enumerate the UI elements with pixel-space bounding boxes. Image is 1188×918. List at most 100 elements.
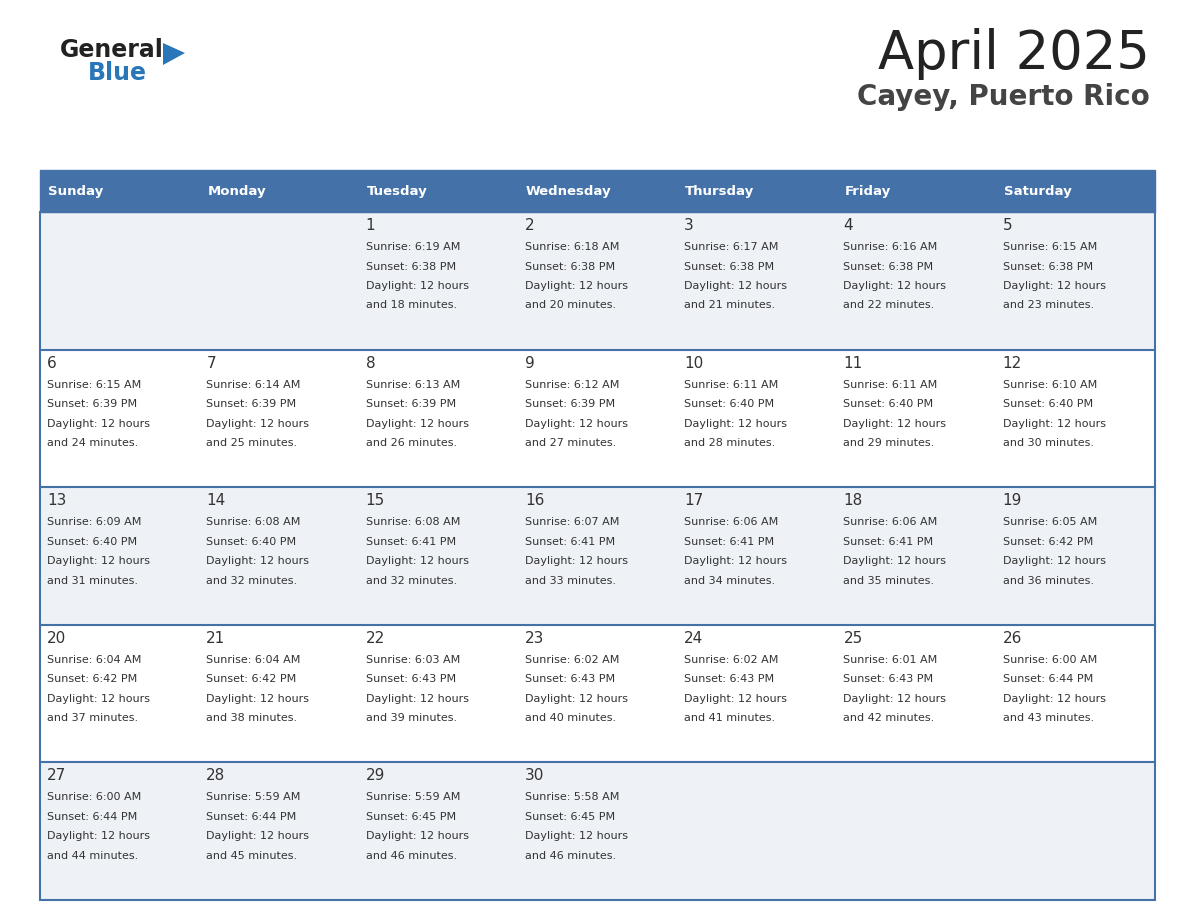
Text: 19: 19: [1003, 493, 1022, 509]
Text: Sunrise: 6:15 AM: Sunrise: 6:15 AM: [48, 380, 141, 389]
Text: 15: 15: [366, 493, 385, 509]
Text: Sunrise: 6:09 AM: Sunrise: 6:09 AM: [48, 517, 141, 527]
Bar: [677, 170, 836, 212]
Text: Sunrise: 5:59 AM: Sunrise: 5:59 AM: [207, 792, 301, 802]
Text: 29: 29: [366, 768, 385, 783]
Text: Daylight: 12 hours: Daylight: 12 hours: [1003, 419, 1106, 429]
Text: Daylight: 12 hours: Daylight: 12 hours: [525, 832, 627, 842]
Bar: [200, 763, 359, 900]
Bar: [996, 350, 1155, 487]
Text: Sunset: 6:38 PM: Sunset: 6:38 PM: [525, 262, 615, 272]
Bar: [200, 487, 359, 625]
Text: Sunset: 6:38 PM: Sunset: 6:38 PM: [366, 262, 456, 272]
Text: Daylight: 12 hours: Daylight: 12 hours: [207, 694, 309, 704]
Text: Sunset: 6:40 PM: Sunset: 6:40 PM: [684, 399, 775, 409]
Bar: [677, 487, 836, 625]
Text: 28: 28: [207, 768, 226, 783]
Text: 9: 9: [525, 355, 535, 371]
Text: 23: 23: [525, 631, 544, 645]
Bar: [996, 487, 1155, 625]
Text: 14: 14: [207, 493, 226, 509]
Text: Daylight: 12 hours: Daylight: 12 hours: [684, 281, 788, 291]
Bar: [518, 763, 677, 900]
Text: 11: 11: [843, 355, 862, 371]
Text: Sunset: 6:40 PM: Sunset: 6:40 PM: [48, 537, 137, 547]
Bar: [518, 212, 677, 350]
Text: 26: 26: [1003, 631, 1022, 645]
Bar: [200, 212, 359, 350]
Text: 8: 8: [366, 355, 375, 371]
Text: Sunset: 6:44 PM: Sunset: 6:44 PM: [207, 812, 297, 822]
Text: Sunset: 6:43 PM: Sunset: 6:43 PM: [366, 675, 456, 684]
Text: 27: 27: [48, 768, 67, 783]
Text: Sunrise: 6:10 AM: Sunrise: 6:10 AM: [1003, 380, 1097, 389]
Text: Sunrise: 5:58 AM: Sunrise: 5:58 AM: [525, 792, 619, 802]
Text: and 37 minutes.: and 37 minutes.: [48, 713, 138, 723]
Bar: [836, 212, 996, 350]
Text: and 28 minutes.: and 28 minutes.: [684, 438, 776, 448]
Text: Sunrise: 6:04 AM: Sunrise: 6:04 AM: [48, 655, 141, 665]
Text: Sunrise: 6:04 AM: Sunrise: 6:04 AM: [207, 655, 301, 665]
Text: 7: 7: [207, 355, 216, 371]
Text: and 44 minutes.: and 44 minutes.: [48, 851, 138, 861]
Text: Sunrise: 6:01 AM: Sunrise: 6:01 AM: [843, 655, 937, 665]
Text: Cayey, Puerto Rico: Cayey, Puerto Rico: [858, 83, 1150, 111]
Text: Sunrise: 5:59 AM: Sunrise: 5:59 AM: [366, 792, 460, 802]
Text: Sunday: Sunday: [48, 185, 103, 197]
Text: Daylight: 12 hours: Daylight: 12 hours: [207, 832, 309, 842]
Text: Sunrise: 6:16 AM: Sunrise: 6:16 AM: [843, 242, 937, 252]
Text: Thursday: Thursday: [685, 185, 754, 197]
Text: Sunset: 6:40 PM: Sunset: 6:40 PM: [1003, 399, 1093, 409]
Text: 2: 2: [525, 218, 535, 233]
Text: and 31 minutes.: and 31 minutes.: [48, 576, 138, 586]
Bar: [359, 350, 518, 487]
Text: Sunset: 6:39 PM: Sunset: 6:39 PM: [48, 399, 137, 409]
Text: Sunset: 6:42 PM: Sunset: 6:42 PM: [48, 675, 138, 684]
Text: Sunset: 6:41 PM: Sunset: 6:41 PM: [843, 537, 934, 547]
Text: Sunrise: 6:03 AM: Sunrise: 6:03 AM: [366, 655, 460, 665]
Bar: [677, 212, 836, 350]
Bar: [836, 350, 996, 487]
Text: Daylight: 12 hours: Daylight: 12 hours: [843, 556, 947, 566]
Text: Wednesday: Wednesday: [526, 185, 612, 197]
Text: Daylight: 12 hours: Daylight: 12 hours: [684, 556, 788, 566]
Text: and 32 minutes.: and 32 minutes.: [366, 576, 456, 586]
Text: and 27 minutes.: and 27 minutes.: [525, 438, 617, 448]
Text: Sunrise: 6:07 AM: Sunrise: 6:07 AM: [525, 517, 619, 527]
Text: Sunset: 6:43 PM: Sunset: 6:43 PM: [525, 675, 615, 684]
Text: Daylight: 12 hours: Daylight: 12 hours: [366, 281, 468, 291]
Text: Monday: Monday: [207, 185, 266, 197]
Bar: [40, 350, 200, 487]
Bar: [359, 212, 518, 350]
Text: Sunset: 6:42 PM: Sunset: 6:42 PM: [1003, 537, 1093, 547]
Text: Daylight: 12 hours: Daylight: 12 hours: [48, 832, 150, 842]
Bar: [677, 350, 836, 487]
Text: 25: 25: [843, 631, 862, 645]
Text: 4: 4: [843, 218, 853, 233]
Text: Daylight: 12 hours: Daylight: 12 hours: [843, 419, 947, 429]
Text: 21: 21: [207, 631, 226, 645]
Text: and 34 minutes.: and 34 minutes.: [684, 576, 776, 586]
Text: Sunrise: 6:11 AM: Sunrise: 6:11 AM: [684, 380, 778, 389]
Text: April 2025: April 2025: [878, 28, 1150, 80]
Bar: [359, 170, 518, 212]
Text: Daylight: 12 hours: Daylight: 12 hours: [525, 556, 627, 566]
Text: 13: 13: [48, 493, 67, 509]
Text: Sunrise: 6:11 AM: Sunrise: 6:11 AM: [843, 380, 937, 389]
Text: Sunrise: 6:08 AM: Sunrise: 6:08 AM: [366, 517, 460, 527]
Text: Blue: Blue: [88, 61, 147, 85]
Text: Sunset: 6:41 PM: Sunset: 6:41 PM: [366, 537, 456, 547]
Bar: [836, 625, 996, 763]
Text: Sunrise: 6:14 AM: Sunrise: 6:14 AM: [207, 380, 301, 389]
Text: Sunset: 6:39 PM: Sunset: 6:39 PM: [525, 399, 615, 409]
Text: 5: 5: [1003, 218, 1012, 233]
Text: 22: 22: [366, 631, 385, 645]
Bar: [200, 350, 359, 487]
Text: and 32 minutes.: and 32 minutes.: [207, 576, 297, 586]
Text: Sunset: 6:42 PM: Sunset: 6:42 PM: [207, 675, 297, 684]
Text: and 40 minutes.: and 40 minutes.: [525, 713, 617, 723]
Text: Sunrise: 6:08 AM: Sunrise: 6:08 AM: [207, 517, 301, 527]
Bar: [518, 350, 677, 487]
Text: Sunset: 6:40 PM: Sunset: 6:40 PM: [843, 399, 934, 409]
Bar: [40, 625, 200, 763]
